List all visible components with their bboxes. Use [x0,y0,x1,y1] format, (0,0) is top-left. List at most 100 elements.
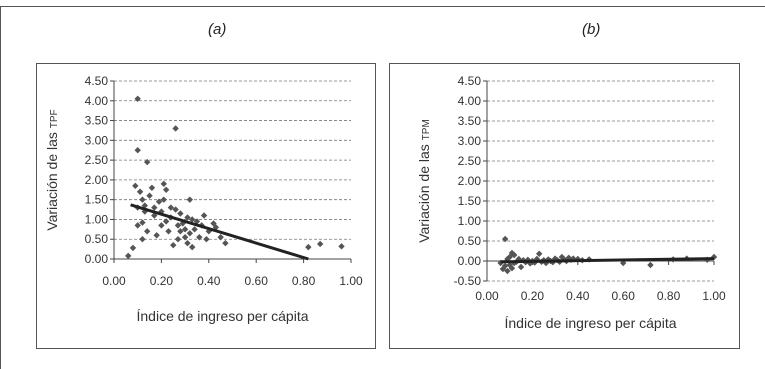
y-axis-title: Variación de las TPF [44,109,60,230]
y-tick-label: 2.50 [85,153,109,167]
data-point [158,222,165,229]
data-point [189,243,196,251]
x-tick-label: 0.00 [102,274,126,288]
y-tick-label: 1.00 [85,212,109,226]
data-point [172,206,179,213]
data-point [191,226,198,233]
data-point [189,216,196,223]
x-tick-label: 0.20 [150,274,174,288]
y-tick-label: 0.50 [85,232,109,246]
y-tick-label: 3.00 [458,134,482,148]
data-point [222,239,229,247]
data-point [162,218,170,225]
x-axis-title: Índice de ingreso per cápita [137,308,309,324]
data-point [497,259,504,267]
y-axis-title: Variación de las TPM [416,119,432,243]
y-axis-title-main: Variación de las [416,140,432,242]
chart-b-frame: -0.50 0.00 0.50 1.00 1.50 2.00 2.50 3.00 3.50 4.0… [389,63,740,349]
data-point [160,180,167,188]
data-point [167,204,175,211]
data-point [217,234,224,241]
x-tick-label: 0.40 [566,289,590,303]
data-point [305,243,312,251]
data-point [134,147,141,154]
chart-b: -0.500.000.501.001.502.002.503.003.504.0… [416,74,726,331]
y-tick-label: -0.50 [454,274,482,288]
data-point [200,212,208,219]
data-point [501,262,509,269]
y-tick-label: 1.00 [458,214,482,228]
y-tick-label: 0.00 [458,254,482,268]
x-tick-label: 0.80 [657,289,681,303]
data-point [174,236,182,243]
y-tick-label: 3.50 [85,114,109,128]
y-axis-title-main: Variación de las [44,128,60,230]
y-tick-label: 2.00 [458,174,482,188]
data-point [153,232,160,239]
data-point [506,261,513,269]
trend-line [500,257,715,264]
data-point [160,196,167,203]
data-point [170,241,177,249]
chart-a: 0.00 0.50 1.00 1.50 2.00 2.50 3.00 3.50 4.00 4.50… [44,74,363,324]
y-tick-label: 3.50 [458,114,482,128]
data-point [181,234,189,241]
data-point [506,253,513,261]
y-tick-label: 2.50 [458,154,482,168]
trend-line [130,203,309,261]
data-point [162,186,170,193]
y-tick-label: 1.50 [85,193,109,207]
y-axis-title-small: TPM [421,119,432,140]
data-point [504,267,511,275]
y-tick-label: 4.50 [85,74,109,88]
data-point [155,198,163,205]
data-point [647,261,654,269]
data-point [196,234,203,241]
y-tick-label: 1.50 [458,194,482,208]
x-tick-label: 0.00 [475,289,499,303]
x-tick-label: 0.20 [521,289,545,303]
data-point [181,226,189,233]
data-point [148,184,156,191]
data-point [338,243,345,250]
chart-a-frame: 0.00 0.50 1.00 1.50 2.00 2.50 3.00 3.50 4.00 4.50… [36,63,376,349]
data-point [316,240,324,248]
y-tick-label: 3.00 [85,133,109,147]
panel-a-label: (a) [208,21,227,38]
data-point [517,263,525,271]
data-point [134,95,141,102]
data-point [174,222,182,229]
data-point [139,219,146,226]
data-point [186,230,194,237]
data-point [172,125,179,132]
data-point [129,244,137,252]
data-point [139,196,146,203]
x-tick-label: 0.60 [612,289,636,303]
y-tick-label: 4.00 [85,94,109,108]
frame-left-border [0,6,1,369]
data-point [501,235,509,243]
data-point [499,265,507,273]
data-point [203,236,210,243]
data-point [134,222,141,229]
x-axis-title: Índice de ingreso per cápita [505,315,677,331]
panel-b-label: (b) [582,21,601,38]
data-point [177,210,184,217]
data-point [184,214,191,221]
data-point [136,188,144,195]
data-point [143,228,151,235]
y-tick-label: 4.00 [458,94,482,108]
data-point [143,158,151,166]
data-point [186,196,194,203]
y-tick-label: 2.00 [85,173,109,187]
x-tick-label: 0.80 [292,274,316,288]
y-axis-title-small: TPF [49,109,60,128]
data-point [177,228,184,235]
x-tick-label: 0.60 [245,274,269,288]
y-tick-label: 0.00 [85,252,109,266]
data-point [710,253,718,261]
x-tick-label: 0.40 [197,274,221,288]
data-point [146,192,153,199]
frame-top-border [0,6,765,7]
data-point [132,182,139,190]
